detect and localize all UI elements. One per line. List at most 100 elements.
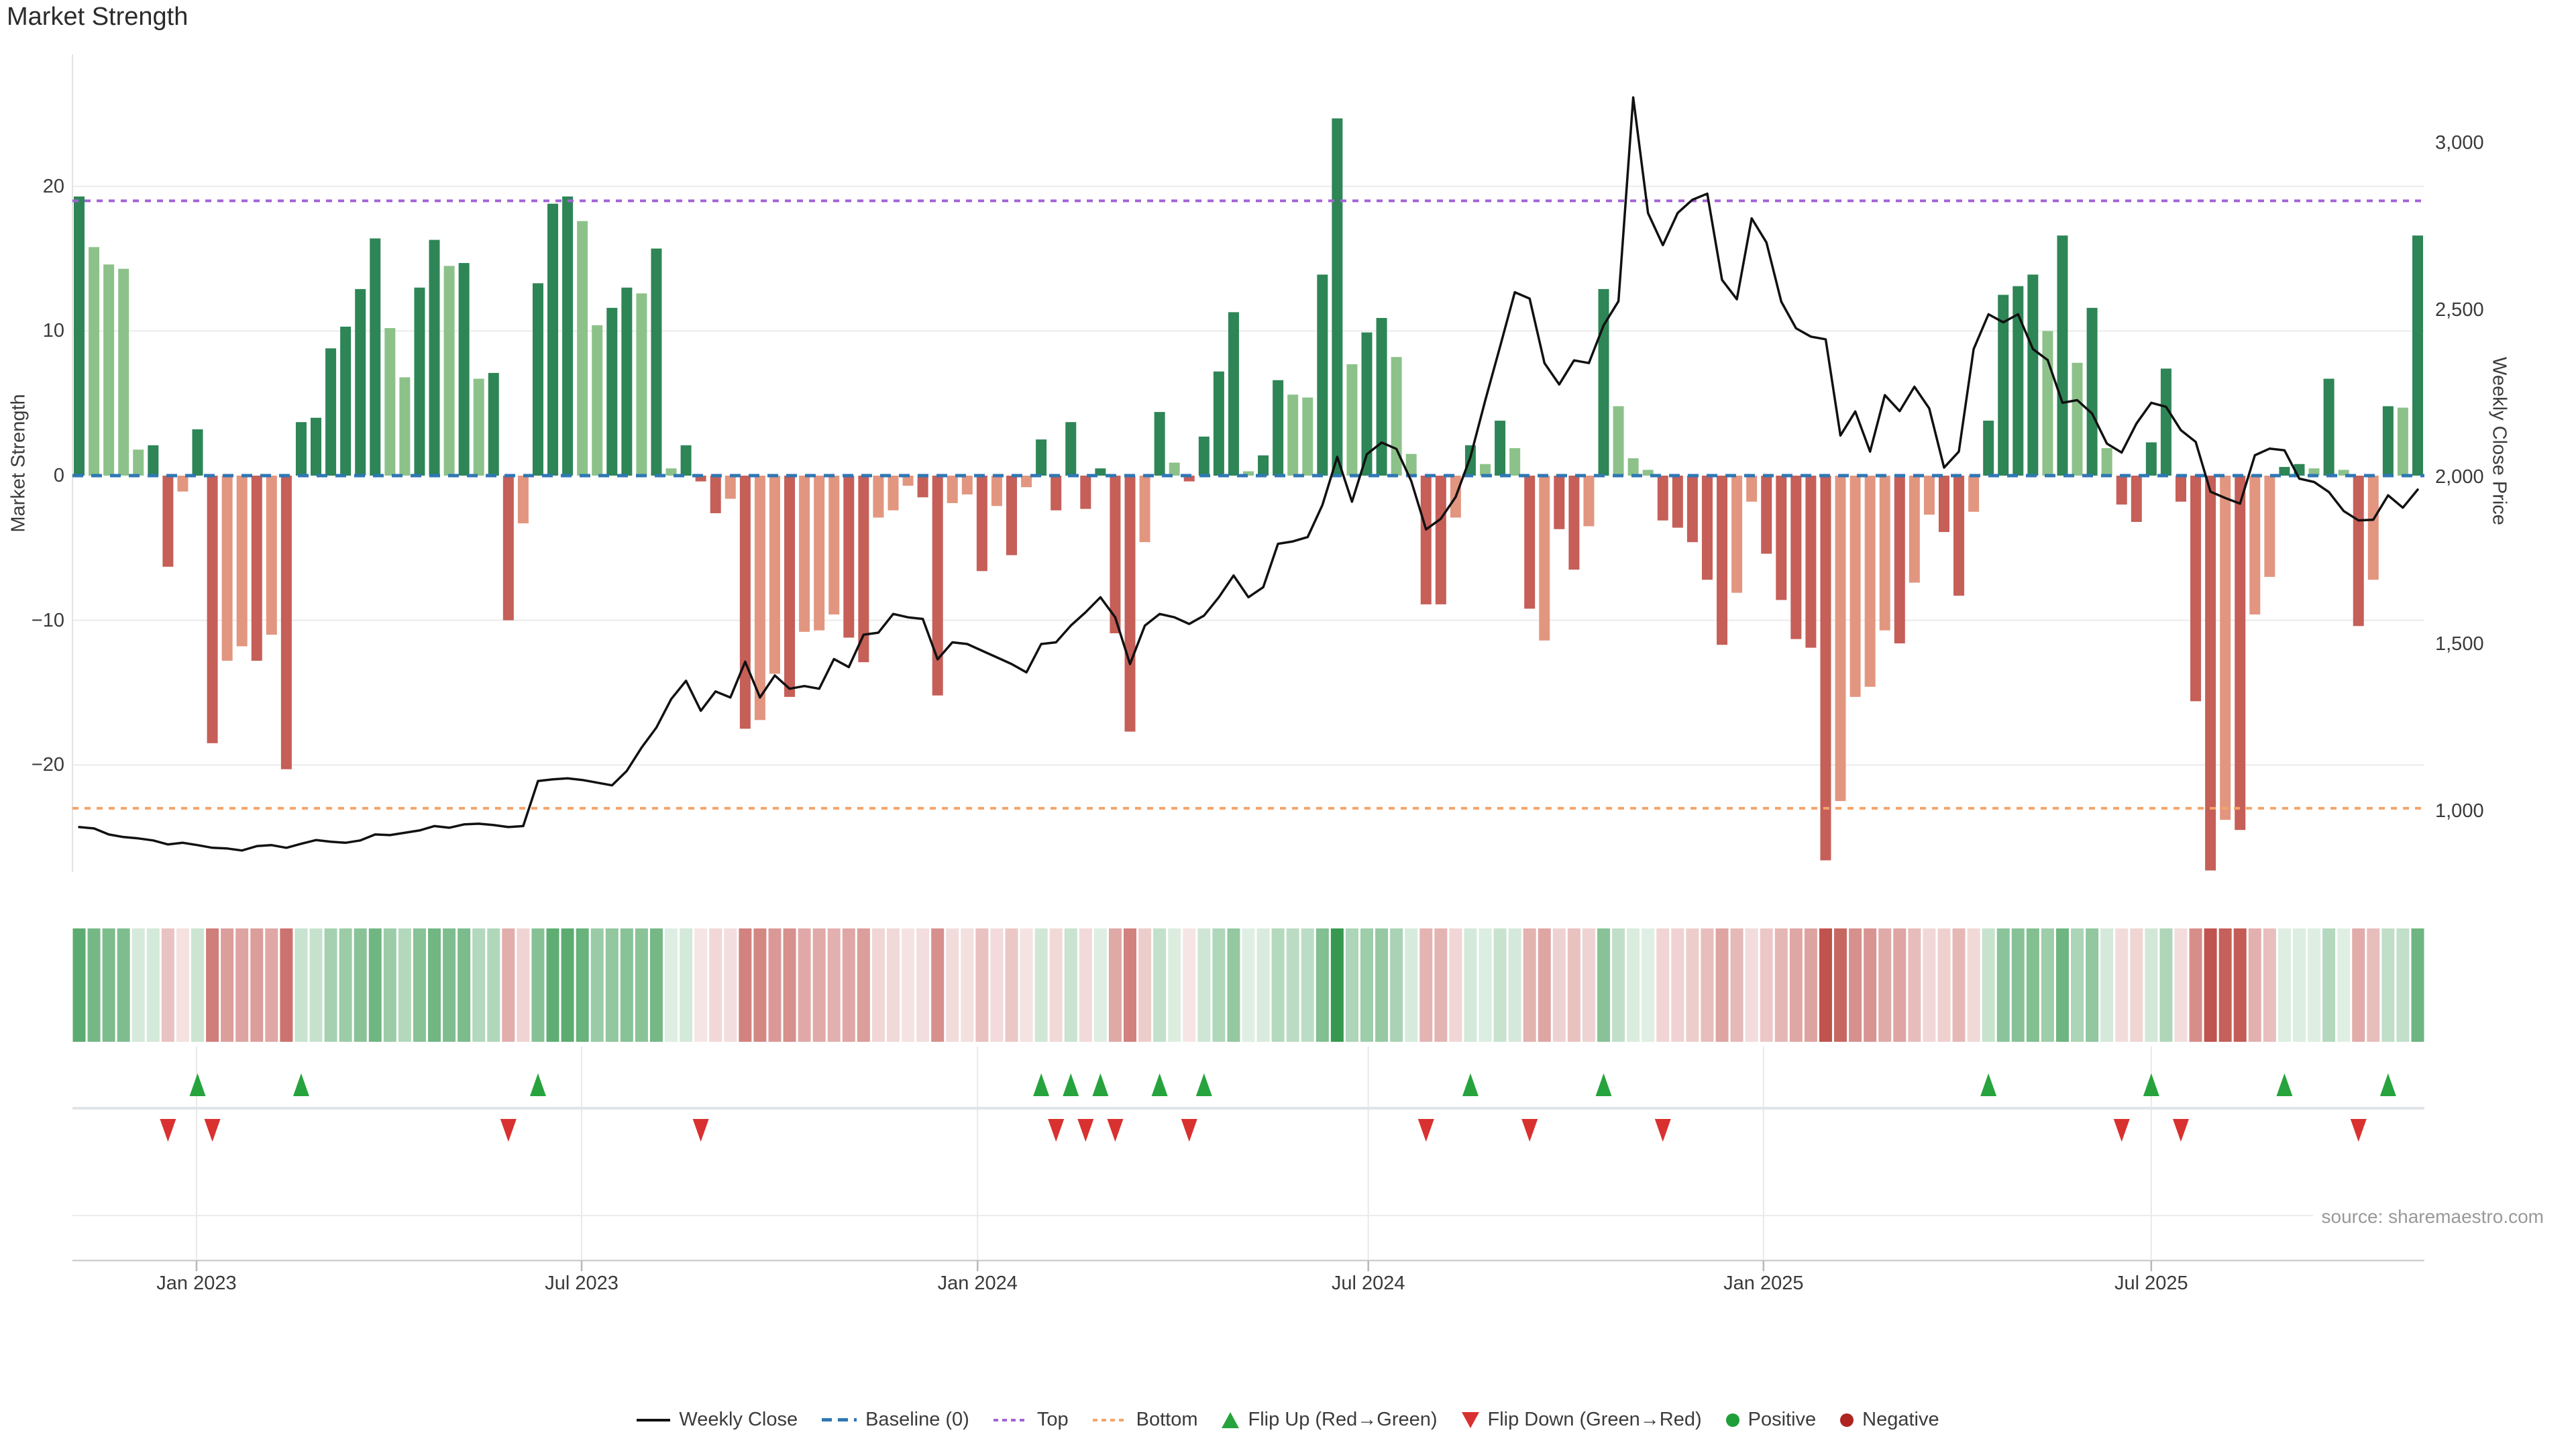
strength-bar[interactable] [340,326,352,476]
strength-bar[interactable] [280,476,292,769]
heatmap-cell[interactable] [1138,928,1152,1042]
heatmap-cell[interactable] [161,928,174,1042]
flip-down-marker[interactable] [1521,1119,1538,1142]
strength-bar[interactable] [1864,476,1876,687]
heatmap-cell[interactable] [1730,928,1743,1042]
heatmap-cell[interactable] [1804,928,1817,1042]
strength-bar[interactable] [162,476,174,567]
heatmap-cell[interactable] [339,928,352,1042]
strength-bar[interactable] [2042,331,2053,476]
flip-up-marker[interactable] [2276,1073,2293,1096]
heatmap-cell[interactable] [487,928,500,1042]
strength-bar[interactable] [1717,476,1728,645]
strength-bar[interactable] [1302,397,1313,476]
heatmap-cell[interactable] [1360,928,1374,1042]
strength-bar[interactable] [1287,394,1299,476]
heatmap-cell[interactable] [221,928,234,1042]
heatmap-cell[interactable] [383,928,396,1042]
strength-bar[interactable] [355,288,366,476]
heatmap-cell[interactable] [309,928,323,1042]
heatmap-cell[interactable] [1701,928,1714,1042]
heatmap-cell[interactable] [368,928,382,1042]
strength-bar[interactable] [1805,476,1817,648]
legend-item[interactable]: Top [993,1409,1069,1431]
heatmap-cell[interactable] [1183,928,1196,1042]
heatmap-cell[interactable] [2204,928,2217,1042]
heatmap-cell[interactable] [961,928,974,1042]
heatmap-cell[interactable] [206,928,219,1042]
heatmap-cell[interactable] [1627,928,1640,1042]
heatmap-cell[interactable] [2396,928,2410,1042]
strength-bar[interactable] [1790,476,1802,639]
heatmap-cell[interactable] [1745,928,1758,1042]
strength-bar[interactable] [1998,294,2009,476]
heatmap-cell[interactable] [2100,928,2114,1042]
heatmap-cell[interactable] [428,928,441,1042]
strength-bar[interactable] [118,268,129,476]
strength-bar[interactable] [207,476,218,743]
strength-bar[interactable] [1391,357,1402,476]
heatmap-cell[interactable] [1020,928,1033,1042]
flip-up-marker[interactable] [1033,1073,1050,1096]
heatmap-cell[interactable] [294,928,308,1042]
strength-bar[interactable] [1243,471,1254,476]
flip-down-marker[interactable] [204,1119,221,1142]
strength-bar[interactable] [1346,364,1358,476]
heatmap-cell[interactable] [502,928,515,1042]
flip-down-marker[interactable] [1654,1119,1671,1142]
strength-bar[interactable] [784,476,796,697]
heatmap-cell[interactable] [2381,928,2395,1042]
heatmap-cell[interactable] [2026,928,2039,1042]
strength-bar[interactable] [680,445,692,476]
heatmap-cell[interactable] [2041,928,2054,1042]
strength-bar[interactable] [2249,476,2261,614]
heatmap-cell[interactable] [1789,928,1803,1042]
heatmap-cell[interactable] [1242,928,1255,1042]
strength-bar[interactable] [2116,476,2127,505]
strength-bar[interactable] [192,429,203,476]
strength-bar[interactable] [1376,317,1387,476]
strength-bar[interactable] [1524,476,1536,609]
strength-bar[interactable] [2175,476,2186,502]
heatmap-cell[interactable] [1345,928,1358,1042]
strength-bar[interactable] [1761,476,1772,554]
strength-bar[interactable] [651,248,662,476]
heatmap-cell[interactable] [916,928,930,1042]
heatmap-cell[interactable] [946,928,959,1042]
strength-bar[interactable] [1110,476,1121,634]
strength-bar[interactable] [473,378,484,476]
strength-bar[interactable] [547,203,559,476]
heatmap-cell[interactable] [2277,928,2291,1042]
strength-bar[interactable] [1657,476,1668,521]
strength-bar[interactable] [754,476,765,720]
heatmap-cell[interactable] [1405,928,1418,1042]
heatmap-cell[interactable] [902,928,915,1042]
heatmap-cell[interactable] [2337,928,2351,1042]
strength-bar[interactable] [1894,476,1905,644]
strength-bar[interactable] [103,264,115,476]
strength-bar[interactable] [1923,476,1935,515]
strength-bar[interactable] [1006,476,1017,555]
heatmap-cell[interactable] [1227,928,1240,1042]
heatmap-cell[interactable] [1005,928,1018,1042]
heatmap-cell[interactable] [1552,928,1566,1042]
heatmap-cell[interactable] [250,928,264,1042]
heatmap-cell[interactable] [2130,928,2143,1042]
strength-bar[interactable] [2220,476,2231,820]
strength-bar[interactable] [917,476,928,498]
strength-bar[interactable] [1701,476,1713,580]
strength-bar[interactable] [2027,274,2039,476]
strength-bar[interactable] [932,476,943,696]
strength-bar[interactable] [2012,286,2024,476]
strength-bar[interactable] [1124,476,1136,732]
flip-down-marker[interactable] [1417,1119,1434,1142]
strength-bar[interactable] [843,476,855,638]
flip-down-marker[interactable] [2172,1119,2189,1142]
heatmap-cell[interactable] [1212,928,1226,1042]
strength-bar[interactable] [1686,476,1698,543]
legend-item[interactable]: Flip Down (Green→Red) [1461,1409,1702,1431]
heatmap-cell[interactable] [517,928,530,1042]
legend-item[interactable]: Flip Up (Red→Green) [1222,1409,1438,1431]
strength-bar[interactable] [858,476,869,663]
strength-bar[interactable] [414,287,425,476]
